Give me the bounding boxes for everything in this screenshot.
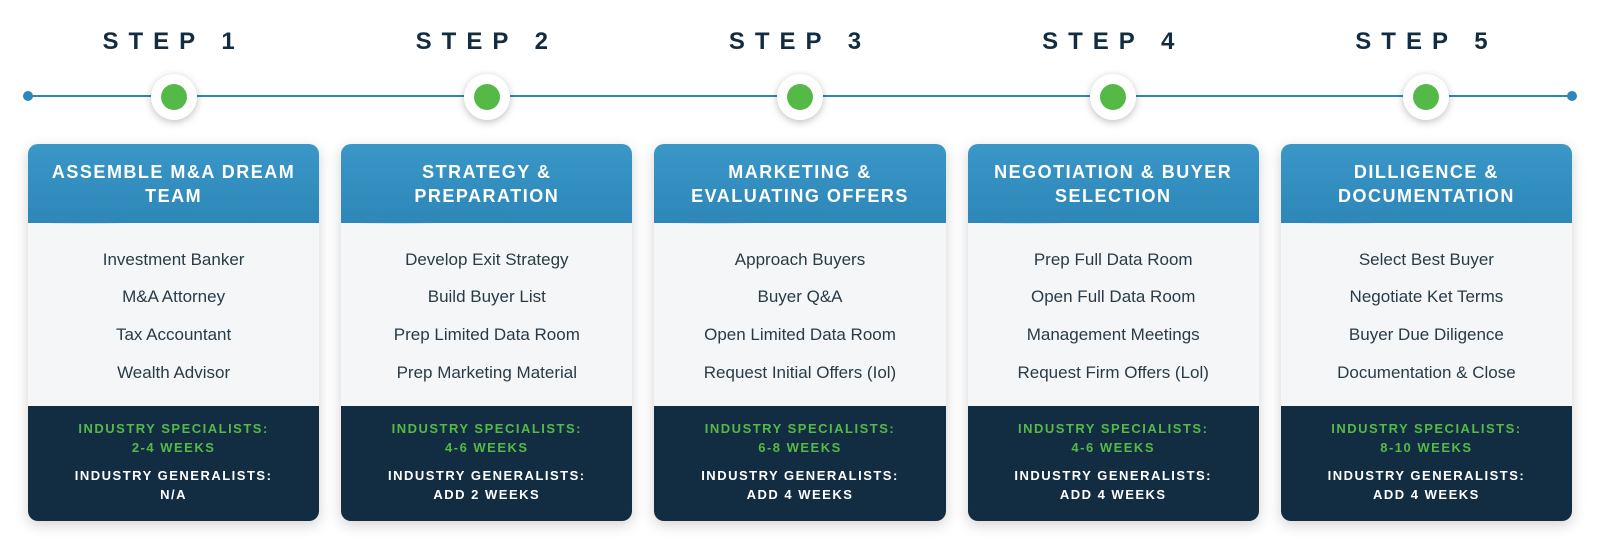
step-card: NEGOTIATION & BUYER SELECTION Prep Full … [968,144,1259,521]
list-item: Documentation & Close [1293,354,1560,392]
step-3: STEP 3 MARKETING & EVALUATING OFFERS App… [654,20,945,521]
list-item: Build Buyer List [353,278,620,316]
specialists-value: 8-10 WEEKS [1291,439,1562,458]
node-dot-icon [474,84,500,110]
step-1: STEP 1 ASSEMBLE M&A DREAM TEAM Investmen… [28,20,319,521]
timeline-node [151,74,197,120]
generalists-label: INDUSTRY GENERALISTS: [664,467,935,486]
node-dot-icon [787,84,813,110]
specialists-label: INDUSTRY SPECIALISTS: [38,420,309,439]
card-footer: INDUSTRY SPECIALISTS: 8-10 WEEKS INDUSTR… [1281,406,1572,521]
list-item: Tax Accountant [40,316,307,354]
list-item: Buyer Due Diligence [1293,316,1560,354]
list-item: Develop Exit Strategy [353,241,620,279]
node-dot-icon [1413,84,1439,110]
timeline-node [464,74,510,120]
specialists-value: 2-4 WEEKS [38,439,309,458]
generalists-value: N/A [38,486,309,505]
generalists-value: ADD 2 WEEKS [351,486,622,505]
step-card: MARKETING & EVALUATING OFFERS Approach B… [654,144,945,521]
timeline-node [1403,74,1449,120]
step-card: DILLIGENCE & DOCUMENTATION Select Best B… [1281,144,1572,521]
card-footer: INDUSTRY SPECIALISTS: 6-8 WEEKS INDUSTRY… [654,406,945,521]
list-item: M&A Attorney [40,278,307,316]
card-body: Develop Exit Strategy Build Buyer List P… [341,223,632,406]
generalists-value: ADD 4 WEEKS [978,486,1249,505]
timeline-node [1090,74,1136,120]
list-item: Negotiate Ket Terms [1293,278,1560,316]
node-dot-icon [1100,84,1126,110]
card-title: DILLIGENCE & DOCUMENTATION [1281,144,1572,223]
card-footer: INDUSTRY SPECIALISTS: 4-6 WEEKS INDUSTRY… [341,406,632,521]
generalists-value: ADD 4 WEEKS [664,486,935,505]
card-body: Prep Full Data Room Open Full Data Room … [968,223,1259,406]
step-label: STEP 3 [729,28,871,56]
card-title: ASSEMBLE M&A DREAM TEAM [28,144,319,223]
step-label: STEP 5 [1355,28,1497,56]
list-item: Open Limited Data Room [666,316,933,354]
specialists-label: INDUSTRY SPECIALISTS: [664,420,935,439]
specialists-label: INDUSTRY SPECIALISTS: [1291,420,1562,439]
generalists-label: INDUSTRY GENERALISTS: [38,467,309,486]
specialists-value: 4-6 WEEKS [978,439,1249,458]
timeline-node [777,74,823,120]
specialists-label: INDUSTRY SPECIALISTS: [351,420,622,439]
specialists-value: 6-8 WEEKS [664,439,935,458]
generalists-value: ADD 4 WEEKS [1291,486,1562,505]
list-item: Request Initial Offers (Iol) [666,354,933,392]
card-body: Approach Buyers Buyer Q&A Open Limited D… [654,223,945,406]
card-body: Select Best Buyer Negotiate Ket Terms Bu… [1281,223,1572,406]
step-4: STEP 4 NEGOTIATION & BUYER SELECTION Pre… [968,20,1259,521]
list-item: Request Firm Offers (Lol) [980,354,1247,392]
list-item: Management Meetings [980,316,1247,354]
list-item: Wealth Advisor [40,354,307,392]
step-label: STEP 1 [102,28,244,56]
list-item: Investment Banker [40,241,307,279]
step-label: STEP 2 [416,28,558,56]
card-footer: INDUSTRY SPECIALISTS: 2-4 WEEKS INDUSTRY… [28,406,319,521]
node-dot-icon [161,84,187,110]
step-card: STRATEGY & PREPARATION Develop Exit Stra… [341,144,632,521]
specialists-label: INDUSTRY SPECIALISTS: [978,420,1249,439]
generalists-label: INDUSTRY GENERALISTS: [1291,467,1562,486]
specialists-value: 4-6 WEEKS [351,439,622,458]
card-body: Investment Banker M&A Attorney Tax Accou… [28,223,319,406]
list-item: Prep Full Data Room [980,241,1247,279]
card-title: NEGOTIATION & BUYER SELECTION [968,144,1259,223]
steps-row: STEP 1 ASSEMBLE M&A DREAM TEAM Investmen… [28,20,1572,521]
list-item: Approach Buyers [666,241,933,279]
step-5: STEP 5 DILLIGENCE & DOCUMENTATION Select… [1281,20,1572,521]
list-item: Open Full Data Room [980,278,1247,316]
generalists-label: INDUSTRY GENERALISTS: [351,467,622,486]
step-card: ASSEMBLE M&A DREAM TEAM Investment Banke… [28,144,319,521]
step-2: STEP 2 STRATEGY & PREPARATION Develop Ex… [341,20,632,521]
card-title: MARKETING & EVALUATING OFFERS [654,144,945,223]
list-item: Prep Limited Data Room [353,316,620,354]
list-item: Prep Marketing Material [353,354,620,392]
generalists-label: INDUSTRY GENERALISTS: [978,467,1249,486]
card-title: STRATEGY & PREPARATION [341,144,632,223]
step-label: STEP 4 [1042,28,1184,56]
list-item: Select Best Buyer [1293,241,1560,279]
list-item: Buyer Q&A [666,278,933,316]
card-footer: INDUSTRY SPECIALISTS: 4-6 WEEKS INDUSTRY… [968,406,1259,521]
